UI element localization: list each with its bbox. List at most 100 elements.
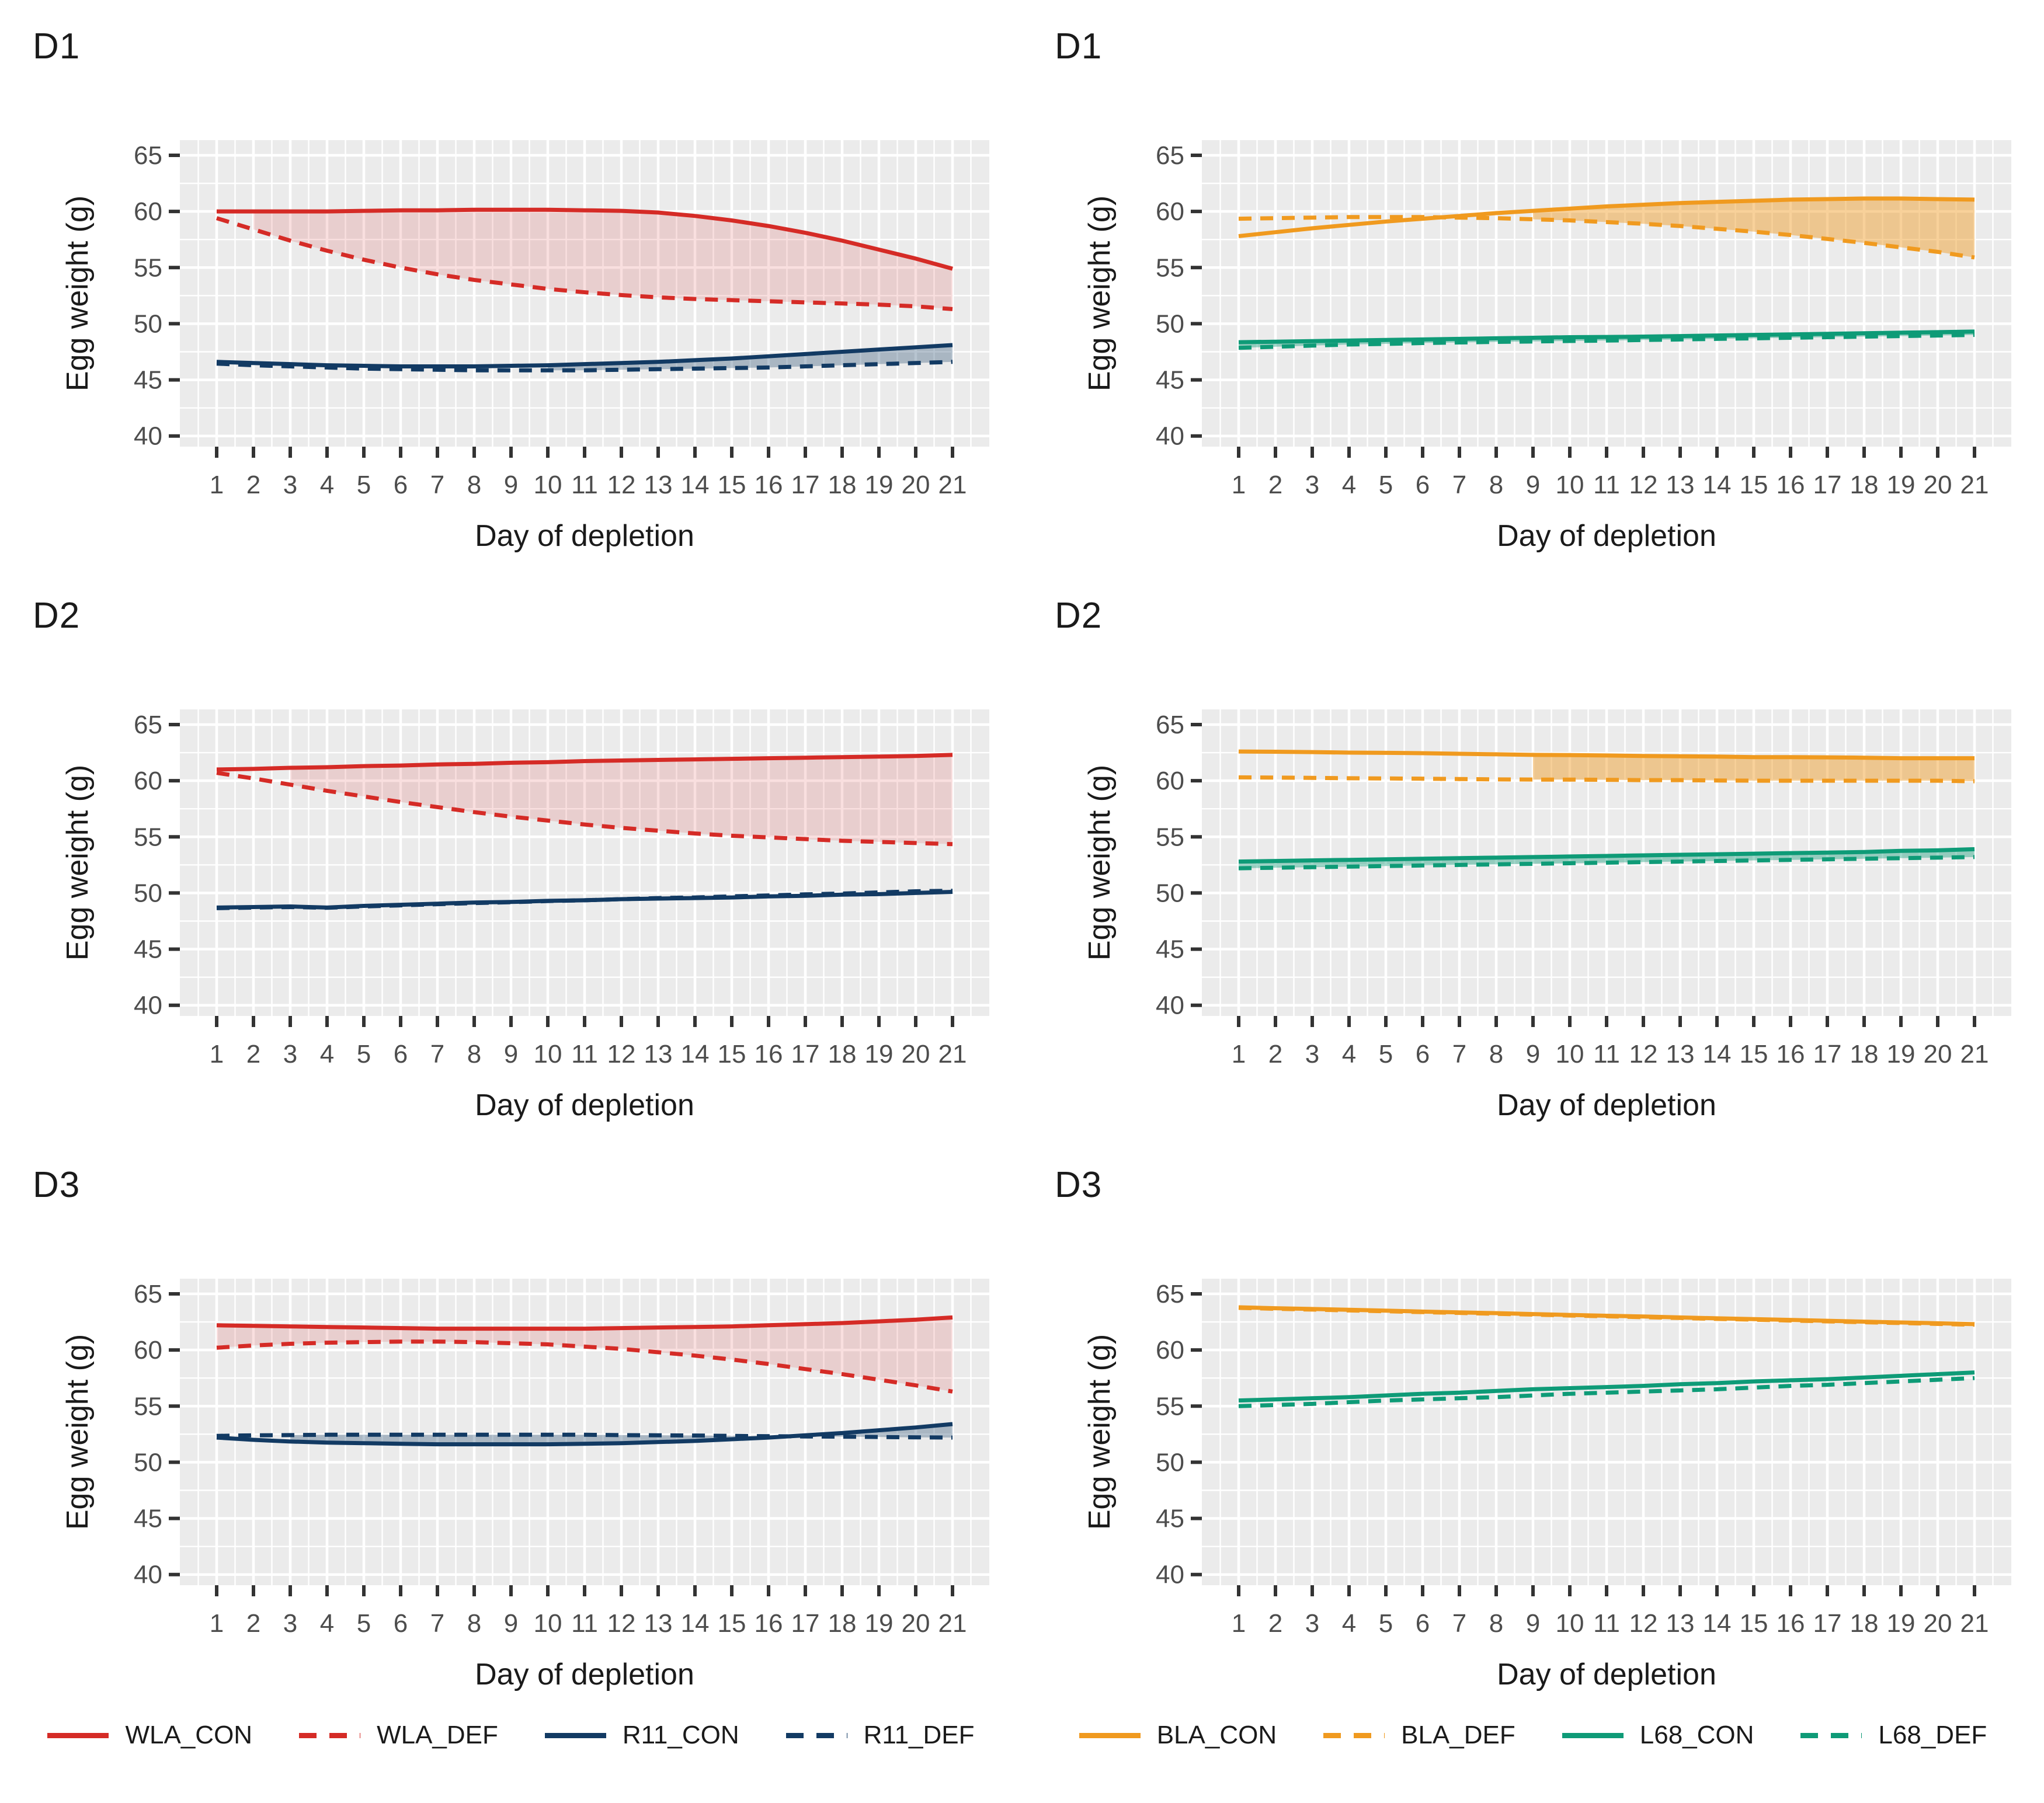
x-tick-label: 19 [1887, 471, 1916, 499]
y-axis: 40 45 50 55 60 65 [1156, 141, 1202, 451]
x-tick-label: 18 [1850, 471, 1879, 499]
x-tick-label: 7 [1452, 1040, 1466, 1068]
x-tick-label: 9 [504, 1609, 518, 1638]
x-tick-label: 20 [902, 1040, 930, 1068]
y-tick-label: 50 [134, 1448, 162, 1477]
x-tick-label: 10 [534, 471, 562, 499]
x-tick-label: 10 [1556, 1040, 1584, 1068]
legend-item-l68-con: L68_CON [1562, 1721, 1754, 1750]
x-tick-label: 21 [1960, 1040, 1989, 1068]
panel-title-d1-left: D1 [33, 26, 81, 67]
y-tick-label: 65 [134, 141, 162, 170]
grid-major [1202, 140, 2011, 447]
x-axis-title: Day of depletion [1497, 1088, 1716, 1122]
x-tick-label: 2 [1268, 1609, 1282, 1638]
x-axis: 1 2 3 4 5 6 7 8 9 10 11 12 13 14 15 16 17 18 19 20 21 [210, 1016, 967, 1068]
x-tick-label: 20 [1924, 1040, 1952, 1068]
y-tick-label: 60 [134, 767, 162, 795]
chart-d3-wla-r11: 1 2 3 4 5 6 7 8 9 10 11 12 13 14 15 16 17 18 19 20 214045505… [61, 1279, 989, 1691]
chart-d2-bla-l68: 1 2 3 4 5 6 7 8 9 10 11 12 13 14 15 16 17 18 19 20 214045505… [1083, 709, 2011, 1122]
x-tick-label: 5 [1379, 471, 1393, 499]
x-tick-label: 6 [394, 471, 408, 499]
x-tick-label: 9 [1526, 1609, 1540, 1638]
y-tick-label: 65 [134, 711, 162, 739]
x-tick-label: 3 [283, 1040, 297, 1068]
x-tick-label: 3 [283, 471, 297, 499]
ribbon-R11_DEF-R11_CON [290, 1424, 953, 1445]
x-tick-label: 15 [1740, 471, 1768, 499]
x-tick-label: 1 [1232, 1040, 1246, 1068]
x-tick-label: 1 [210, 471, 224, 499]
legend-key-line-solid-icon [1562, 1732, 1624, 1738]
x-tick-label: 3 [283, 1609, 297, 1638]
panel-d1-left: D1 1 2 3 4 5 6 7 8 9 10 11 12 13 14 15 16 17 18 19 20 21 40 45… [0, 0, 1022, 569]
y-tick-label: 55 [1156, 1392, 1184, 1421]
x-tick-label: 2 [1268, 1040, 1282, 1068]
line-WLA_DEF [215, 216, 953, 311]
legend-item-r11-def: R11_DEF [785, 1721, 975, 1750]
x-tick-label: 3 [1305, 1040, 1319, 1068]
line-L68_CON [1238, 329, 1975, 344]
x-tick-label: 8 [1489, 1040, 1503, 1068]
x-tick-label: 20 [902, 471, 930, 499]
legend-label: L68_CON [1639, 1721, 1754, 1749]
x-tick-label: 14 [1703, 471, 1732, 499]
y-axis-title: Egg weight (g) [1083, 196, 1117, 391]
x-tick-label: 21 [938, 1040, 967, 1068]
x-tick-label: 5 [1379, 1040, 1393, 1068]
y-tick-label: 50 [134, 879, 162, 907]
x-tick-label: 9 [1526, 1040, 1540, 1068]
line-WLA_CON [217, 207, 953, 271]
line-R11_CON [216, 1422, 953, 1447]
y-tick-label: 40 [134, 991, 162, 1020]
x-tick-label: 1 [1232, 471, 1246, 499]
x-tick-label: 10 [1556, 471, 1584, 499]
panel-title-d1-right: D1 [1055, 26, 1103, 67]
x-tick-label: 10 [534, 1040, 562, 1068]
x-axis: 1 2 3 4 5 6 7 8 9 10 11 12 13 14 15 16 17 18 19 20 21 [1232, 447, 1989, 499]
y-tick-label: 55 [134, 823, 162, 851]
x-tick-label: 5 [357, 471, 371, 499]
y-tick-label: 40 [1156, 1561, 1184, 1589]
y-tick-label: 45 [134, 366, 162, 395]
y-tick-label: 50 [1156, 1448, 1184, 1477]
x-tick-label: 13 [1666, 1040, 1695, 1068]
x-tick-label: 8 [1489, 471, 1503, 499]
x-axis-title: Day of depletion [475, 1088, 694, 1122]
y-tick-label: 45 [134, 1505, 162, 1533]
legend-item-l68-def: L68_DEF [1800, 1721, 1987, 1750]
x-tick-label: 2 [246, 1609, 260, 1638]
x-tick-label: 11 [571, 1609, 598, 1638]
y-tick-label: 50 [1156, 309, 1184, 338]
x-tick-label: 15 [1740, 1609, 1768, 1638]
x-tick-label: 7 [430, 1609, 444, 1638]
y-tick-label: 55 [1156, 253, 1184, 282]
x-tick-label: 10 [1556, 1609, 1584, 1638]
x-tick-label: 12 [1629, 1609, 1658, 1638]
legend-item-bla-def: BLA_DEF [1323, 1721, 1515, 1750]
x-tick-label: 11 [571, 471, 598, 499]
line-L68_DEF [1238, 855, 1975, 871]
x-tick-label: 20 [1924, 1609, 1952, 1638]
x-tick-label: 7 [430, 471, 444, 499]
x-axis: 1 2 3 4 5 6 7 8 9 10 11 12 13 14 15 16 17 18 19 20 21 [210, 1585, 967, 1638]
y-tick-label: 65 [1156, 711, 1184, 739]
line-L68_DEF [1238, 1376, 1975, 1408]
ribbon-WLA_CON-WLA_DEF [217, 1317, 953, 1392]
ribbon-BLA_CON-BLA_DEF [1533, 199, 1975, 257]
x-tick-label: 21 [1960, 471, 1989, 499]
y-axis-title: Egg weight (g) [61, 196, 95, 391]
x-tick-label: 11 [1593, 1609, 1620, 1638]
x-tick-label: 5 [357, 1040, 371, 1068]
line-BLA_DEF [1238, 775, 1975, 784]
line-BLA_DEF [1238, 215, 1975, 260]
legend-item-bla-con: BLA_CON [1079, 1721, 1277, 1750]
x-tick-label: 11 [571, 1040, 598, 1068]
y-tick-label: 55 [1156, 823, 1184, 851]
x-tick-label: 21 [1960, 1609, 1989, 1638]
line-BLA_DEF [1238, 1306, 1975, 1327]
legend-right: BLA_CON BLA_DEF L68_CON L68_DEF [1022, 1708, 2044, 1803]
line-WLA_DEF [216, 1339, 953, 1394]
x-tick-label: 12 [607, 471, 636, 499]
x-tick-label: 17 [791, 1609, 820, 1638]
